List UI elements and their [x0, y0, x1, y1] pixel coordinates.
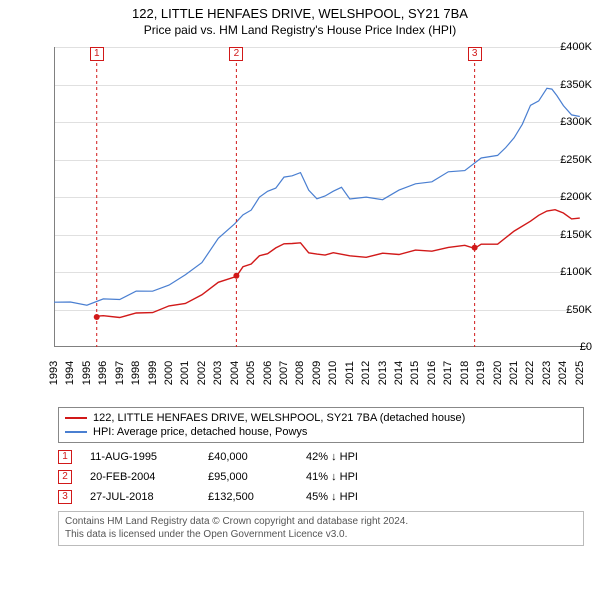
attribution: Contains HM Land Registry data © Crown c… — [58, 511, 584, 546]
x-tick-label: 2006 — [262, 361, 274, 385]
x-tick-label: 2003 — [212, 361, 224, 385]
sale-dot — [472, 245, 478, 251]
x-tick-label: 2004 — [229, 361, 241, 385]
event-price: £132,500 — [208, 491, 288, 503]
x-tick-label: 1998 — [130, 361, 142, 385]
x-tick-label: 2002 — [196, 361, 208, 385]
chart-subtitle: Price paid vs. HM Land Registry's House … — [8, 23, 592, 37]
series-property — [97, 210, 580, 318]
x-tick-label: 2015 — [409, 361, 421, 385]
events-table: 1 11-AUG-1995 £40,000 42% ↓ HPI 2 20-FEB-2004… — [58, 447, 584, 507]
chart-area: £0£50K£100K£150K£200K£250K£300K£350K£400… — [8, 41, 592, 401]
sale-dot — [94, 314, 100, 320]
x-tick-label: 2008 — [294, 361, 306, 385]
event-date: 11-AUG-1995 — [90, 451, 190, 463]
x-tick-label: 2012 — [360, 361, 372, 385]
x-tick-label: 1994 — [64, 361, 76, 385]
x-tick-label: 2000 — [163, 361, 175, 385]
x-tick-label: 2011 — [344, 361, 356, 385]
chart-container: 122, LITTLE HENFAES DRIVE, WELSHPOOL, SY… — [0, 0, 600, 590]
event-delta: 45% ↓ HPI — [306, 491, 358, 503]
x-tick-label: 2018 — [459, 361, 471, 385]
event-delta: 42% ↓ HPI — [306, 451, 358, 463]
x-tick-label: 1993 — [48, 361, 60, 385]
legend-label: 122, LITTLE HENFAES DRIVE, WELSHPOOL, SY… — [93, 412, 465, 424]
legend-swatch — [65, 431, 87, 433]
attribution-line: Contains HM Land Registry data © Crown c… — [65, 516, 577, 529]
event-row: 2 20-FEB-2004 £95,000 41% ↓ HPI — [58, 467, 584, 487]
x-tick-label: 2007 — [278, 361, 290, 385]
x-tick-label: 2014 — [393, 361, 405, 385]
x-tick-label: 2001 — [179, 361, 191, 385]
event-row: 1 11-AUG-1995 £40,000 42% ↓ HPI — [58, 447, 584, 467]
event-badge: 1 — [58, 450, 72, 464]
event-price: £40,000 — [208, 451, 288, 463]
sale-dot — [233, 273, 239, 279]
sale-marker-badge: 1 — [90, 47, 104, 61]
legend-swatch — [65, 417, 87, 419]
legend-label: HPI: Average price, detached house, Powy… — [93, 426, 307, 438]
event-row: 3 27-JUL-2018 £132,500 45% ↓ HPI — [58, 487, 584, 507]
x-tick-label: 2025 — [574, 361, 586, 385]
x-tick-label: 2022 — [524, 361, 536, 385]
sale-marker-badge: 3 — [468, 47, 482, 61]
event-delta: 41% ↓ HPI — [306, 471, 358, 483]
series-hpi — [54, 88, 580, 305]
x-tick-label: 2010 — [327, 361, 339, 385]
event-badge: 2 — [58, 470, 72, 484]
x-tick-label: 1999 — [147, 361, 159, 385]
x-tick-label: 1996 — [97, 361, 109, 385]
x-tick-label: 2019 — [475, 361, 487, 385]
legend: 122, LITTLE HENFAES DRIVE, WELSHPOOL, SY… — [58, 407, 584, 443]
x-tick-label: 1997 — [114, 361, 126, 385]
x-tick-label: 2024 — [557, 361, 569, 385]
event-price: £95,000 — [208, 471, 288, 483]
x-tick-label: 2020 — [492, 361, 504, 385]
event-badge: 3 — [58, 490, 72, 504]
x-tick-label: 2005 — [245, 361, 257, 385]
chart-svg — [8, 41, 590, 349]
x-tick-label: 2023 — [541, 361, 553, 385]
x-tick-label: 1995 — [81, 361, 93, 385]
x-tick-label: 2009 — [311, 361, 323, 385]
event-date: 20-FEB-2004 — [90, 471, 190, 483]
x-tick-label: 2013 — [377, 361, 389, 385]
x-tick-label: 2017 — [442, 361, 454, 385]
legend-item: HPI: Average price, detached house, Powy… — [65, 425, 577, 439]
title-block: 122, LITTLE HENFAES DRIVE, WELSHPOOL, SY… — [8, 6, 592, 37]
chart-title: 122, LITTLE HENFAES DRIVE, WELSHPOOL, SY… — [8, 6, 592, 21]
x-tick-label: 2016 — [426, 361, 438, 385]
event-date: 27-JUL-2018 — [90, 491, 190, 503]
x-tick-label: 2021 — [508, 361, 520, 385]
attribution-line: This data is licensed under the Open Gov… — [65, 529, 577, 542]
sale-marker-badge: 2 — [229, 47, 243, 61]
legend-item: 122, LITTLE HENFAES DRIVE, WELSHPOOL, SY… — [65, 411, 577, 425]
